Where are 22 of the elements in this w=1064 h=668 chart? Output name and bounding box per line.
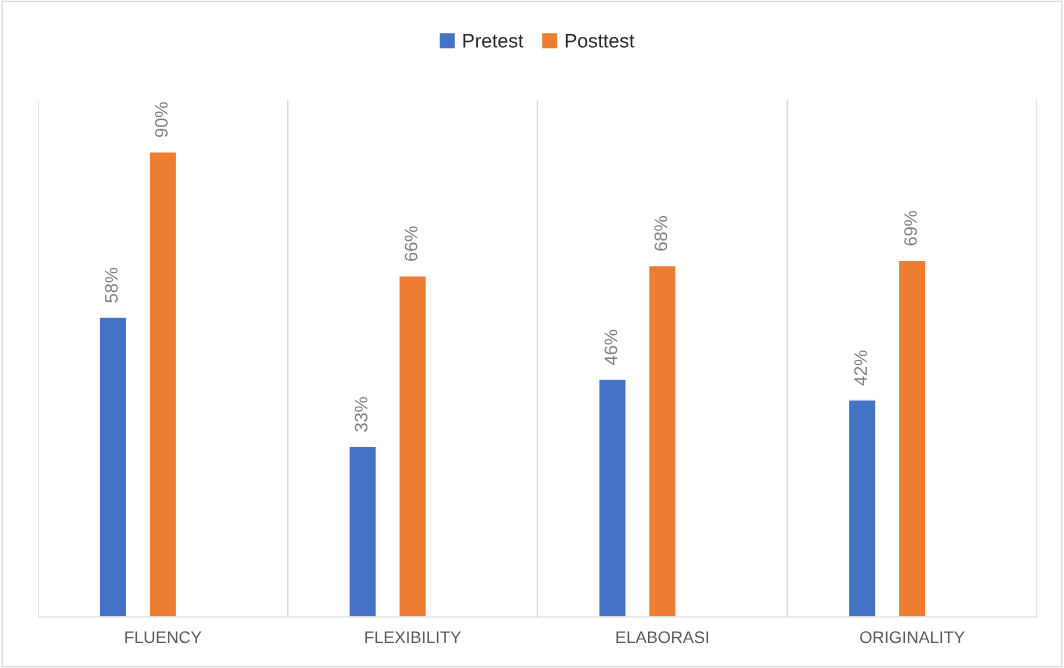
data-label: 90% xyxy=(154,102,168,137)
x-tick-label: FLUENCY xyxy=(125,631,202,644)
x-tick-label: FLEXIBILITY xyxy=(365,631,461,643)
bar xyxy=(398,275,428,617)
bar xyxy=(597,378,627,617)
bar xyxy=(847,399,877,617)
data-label: 68% xyxy=(654,216,668,251)
bar xyxy=(348,445,378,617)
legend-label: Pretest xyxy=(463,34,524,48)
x-tick-label: ORIGINALITY xyxy=(860,631,965,644)
legend-label: Posttest xyxy=(565,34,635,48)
bar xyxy=(647,264,677,617)
data-label: 58% xyxy=(104,267,118,303)
bar xyxy=(98,316,128,617)
x-tick-label: ELABORASI xyxy=(616,631,709,644)
bar xyxy=(148,151,178,617)
data-label: 66% xyxy=(404,226,418,261)
data-label: 33% xyxy=(354,397,368,432)
data-label: 42% xyxy=(854,350,867,386)
data-label: 46% xyxy=(604,329,618,365)
bar xyxy=(897,259,927,617)
data-label: 69% xyxy=(904,210,917,246)
